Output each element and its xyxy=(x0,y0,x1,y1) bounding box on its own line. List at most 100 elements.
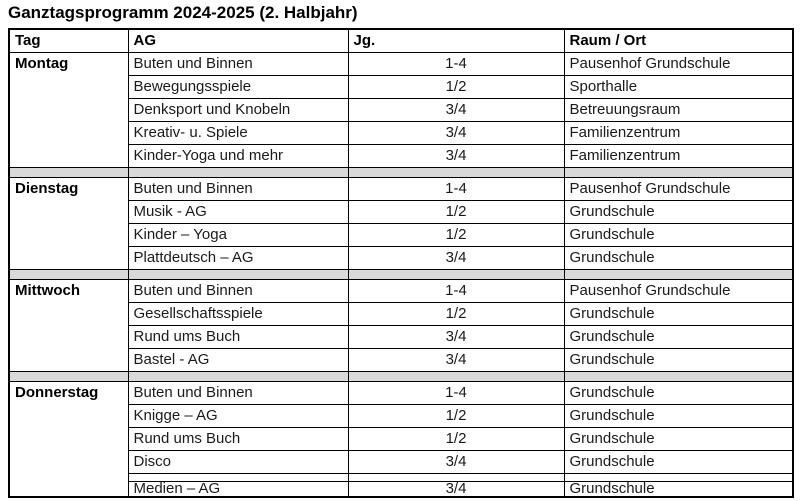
ag-cell: Denksport und Knobeln xyxy=(127,97,349,122)
schedule-row: Bewegungsspiele 1/2 Sporthalle xyxy=(9,74,794,99)
ag-cell: Kinder – Yoga xyxy=(127,222,349,247)
jg-cell: 3/4 xyxy=(347,97,565,122)
ag-cell: Buten und Binnen xyxy=(127,51,349,76)
schedule-row: Medien – AG 3/4 Grundschule xyxy=(9,480,794,497)
raum-cell: Familienzentrum xyxy=(563,143,794,168)
jg-cell: 1/2 xyxy=(347,222,565,247)
jg-cell: 3/4 xyxy=(347,324,565,349)
ag-cell: Rund ums Buch xyxy=(127,426,349,451)
jg-cell: 1/2 xyxy=(347,301,565,326)
schedule-row: Kreativ- u. Spiele 3/4 Familienzentrum xyxy=(9,120,794,145)
raum-cell: Familienzentrum xyxy=(563,120,794,145)
raum-cell: Grundschule xyxy=(563,199,794,224)
ag-cell: Bewegungsspiele xyxy=(127,74,349,99)
ag-cell: Buten und Binnen xyxy=(127,176,349,201)
day-cell: Mittwoch xyxy=(8,278,129,372)
separator-cell xyxy=(8,370,129,382)
day-cell: Montag xyxy=(8,51,129,168)
raum-cell: Grundschule xyxy=(563,222,794,247)
schedule-row: Bastel - AG 3/4 Grundschule xyxy=(9,347,794,372)
day-separator-row xyxy=(8,268,794,280)
ag-cell: Bastel - AG xyxy=(127,347,349,372)
raum-cell: Grundschule xyxy=(563,480,794,497)
ag-cell: Buten und Binnen xyxy=(127,278,349,303)
column-header-tag: Tag xyxy=(8,28,129,53)
ag-cell: Rund ums Buch xyxy=(127,324,349,349)
schedule-row: Montag Buten und Binnen 1-4 Pausenhof Grund… xyxy=(8,51,794,168)
gap-cell xyxy=(127,472,349,482)
schedule-row: Musik - AG 1/2 Grundschule xyxy=(9,199,794,224)
ag-cell: Buten und Binnen xyxy=(127,380,349,405)
ag-cell: Knigge – AG xyxy=(127,403,349,428)
intra-day-gap-row xyxy=(9,472,794,482)
raum-cell: Grundschule xyxy=(563,426,794,451)
jg-cell: 1-4 xyxy=(347,176,565,201)
jg-cell: 3/4 xyxy=(347,480,565,497)
ag-cell: Plattdeutsch – AG xyxy=(127,245,349,270)
column-header-raum: Raum / Ort xyxy=(563,28,794,53)
raum-cell: Grundschule xyxy=(563,324,794,349)
raum-cell: Grundschule xyxy=(563,347,794,372)
raum-cell: Pausenhof Grundschule xyxy=(563,51,794,76)
jg-cell: 1-4 xyxy=(347,380,565,405)
ag-cell: Disco xyxy=(127,449,349,474)
jg-cell: 1/2 xyxy=(347,403,565,428)
separator-cell xyxy=(563,370,794,382)
ag-cell: Kinder-Yoga und mehr xyxy=(127,143,349,168)
jg-cell: 1-4 xyxy=(347,51,565,76)
gap-cell xyxy=(347,472,565,482)
page-title: Ganztagsprogramm 2024-2025 (2. Halbjahr) xyxy=(8,3,358,22)
raum-cell: Betreuungsraum xyxy=(563,97,794,122)
schedule-row: Dienstag Buten und Binnen 1-4 Pausenhof Gru… xyxy=(8,176,794,270)
day-separator-row xyxy=(8,370,794,382)
raum-cell: Grundschule xyxy=(563,380,794,405)
separator-cell xyxy=(563,166,794,178)
schedule-row: Mittwoch Buten und Binnen 1-4 Pausenhof Gru… xyxy=(8,278,794,372)
raum-cell: Grundschule xyxy=(563,449,794,474)
jg-cell: 3/4 xyxy=(347,120,565,145)
schedule-row: Knigge – AG 1/2 Grundschule xyxy=(9,403,794,428)
separator-cell xyxy=(347,268,565,280)
table-header: Tag AG Jg. Raum / Ort xyxy=(8,28,794,53)
schedule-row: Donnerstag Buten und Binnen 1-4 Grundschule xyxy=(8,380,794,497)
separator-cell xyxy=(127,166,349,178)
jg-cell: 1-4 xyxy=(347,278,565,303)
separator-cell xyxy=(347,166,565,178)
jg-cell: 1/2 xyxy=(347,426,565,451)
separator-cell xyxy=(8,268,129,280)
jg-cell: 1/2 xyxy=(347,74,565,99)
jg-cell: 3/4 xyxy=(347,347,565,372)
day-cell: Dienstag xyxy=(8,176,129,270)
raum-cell: Grundschule xyxy=(563,301,794,326)
raum-cell: Sporthalle xyxy=(563,74,794,99)
ag-cell: Kreativ- u. Spiele xyxy=(127,120,349,145)
schedule-row: Denksport und Knobeln 3/4 Betreuungsraum xyxy=(9,97,794,122)
day-cell: Donnerstag xyxy=(8,380,129,497)
ag-cell: Medien – AG xyxy=(127,480,349,497)
day-separator-row xyxy=(8,166,794,178)
column-header-ag: AG xyxy=(127,28,349,53)
schedule-table: Tag AG Jg. Raum / Ort Montag Buten und Binne… xyxy=(8,28,794,498)
jg-cell: 3/4 xyxy=(347,245,565,270)
separator-cell xyxy=(127,268,349,280)
separator-cell xyxy=(8,166,129,178)
ag-cell: Gesellschaftsspiele xyxy=(127,301,349,326)
column-header-jg: Jg. xyxy=(347,28,565,53)
raum-cell: Grundschule xyxy=(563,403,794,428)
separator-cell xyxy=(347,370,565,382)
table-body: Montag Buten und Binnen 1-4 Pausenhof Grund… xyxy=(8,51,794,497)
raum-cell: Pausenhof Grundschule xyxy=(563,176,794,201)
ag-cell: Musik - AG xyxy=(127,199,349,224)
schedule-row: Kinder-Yoga und mehr 3/4 Familienzentrum xyxy=(9,143,794,168)
schedule-row: Plattdeutsch – AG 3/4 Grundschule xyxy=(9,245,794,270)
schedule-row: Gesellschaftsspiele 1/2 Grundschule xyxy=(9,301,794,326)
jg-cell: 3/4 xyxy=(347,449,565,474)
schedule-row: Rund ums Buch 3/4 Grundschule xyxy=(9,324,794,349)
jg-cell: 3/4 xyxy=(347,143,565,168)
jg-cell: 1/2 xyxy=(347,199,565,224)
schedule-row: Kinder – Yoga 1/2 Grundschule xyxy=(9,222,794,247)
separator-cell xyxy=(563,268,794,280)
raum-cell: Pausenhof Grundschule xyxy=(563,278,794,303)
separator-cell xyxy=(127,370,349,382)
